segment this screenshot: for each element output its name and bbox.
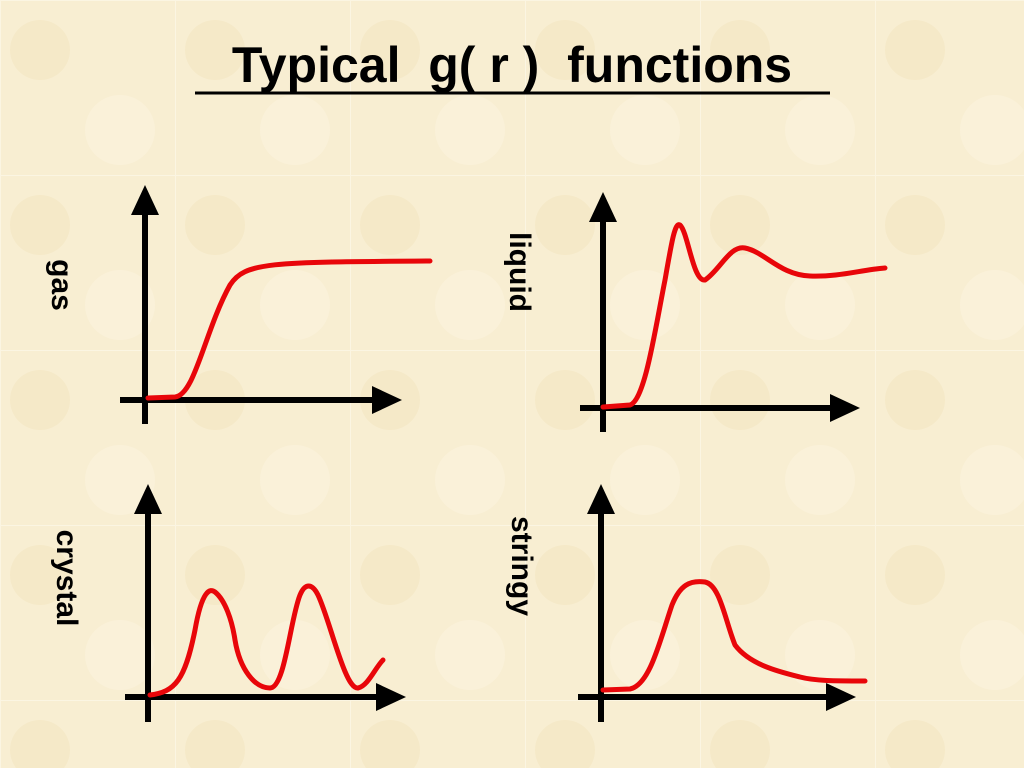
panel-label: stringy bbox=[505, 516, 538, 616]
arrow-head bbox=[372, 386, 402, 414]
panel-label: gas bbox=[45, 259, 78, 311]
curve bbox=[145, 258, 433, 401]
arrow-head bbox=[826, 683, 856, 711]
curve bbox=[600, 579, 868, 693]
panel-crystal: crystal bbox=[50, 484, 406, 722]
panel-label: liquid bbox=[503, 232, 536, 312]
curve bbox=[147, 583, 386, 698]
curve bbox=[600, 222, 888, 410]
arrow-head bbox=[376, 683, 406, 711]
arrow-head bbox=[830, 394, 860, 422]
arrow-head bbox=[134, 484, 162, 514]
panel-label: crystal bbox=[50, 530, 83, 627]
arrow-head bbox=[589, 192, 617, 222]
panel-gas: gas bbox=[45, 185, 433, 424]
arrow-head bbox=[587, 484, 615, 514]
panel-liquid: liquid bbox=[503, 192, 888, 432]
title: Typical g( r ) functions bbox=[232, 37, 792, 93]
panel-stringy: stringy bbox=[505, 484, 868, 722]
